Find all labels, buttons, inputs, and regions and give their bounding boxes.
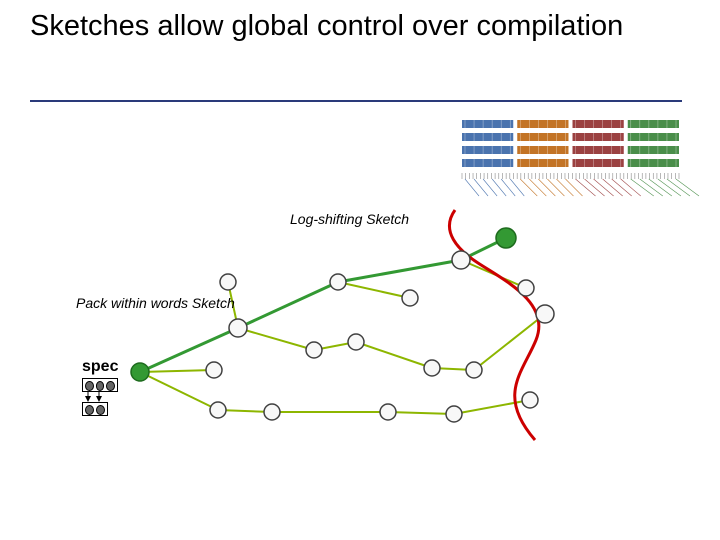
pack-within-words-label: Pack within words Sketch (76, 295, 235, 311)
spec-cell (96, 381, 105, 391)
node-l1f (466, 362, 482, 378)
node-l1c (306, 342, 322, 358)
spec-cell (85, 405, 94, 415)
node-l2d (518, 280, 534, 296)
thumbnail-chart (458, 118, 699, 198)
spec-box-bottom (82, 402, 108, 416)
node-l0s (131, 363, 149, 381)
node-l1e (424, 360, 440, 376)
node-l1b (229, 319, 247, 337)
node-l1d (348, 334, 364, 350)
spec-label: spec (82, 358, 118, 376)
node-l0a (206, 362, 222, 378)
node-l2c (452, 251, 470, 269)
spec-arrows (88, 392, 99, 401)
search-tree-nodes (131, 228, 554, 422)
node-l0f (522, 392, 538, 408)
node-l2b (402, 290, 418, 306)
node-l1a (220, 274, 236, 290)
spec-cell (106, 381, 115, 391)
spec-cell (96, 405, 105, 415)
node-l0b (210, 402, 226, 418)
node-l2a (330, 274, 346, 290)
node-goal (496, 228, 516, 248)
node-l0d (380, 404, 396, 420)
log-shifting-label: Log-shifting Sketch (290, 211, 409, 227)
spec-box-top (82, 378, 118, 392)
spec-cell (85, 381, 94, 391)
node-l0c (264, 404, 280, 420)
node-l0e (446, 406, 462, 422)
diagram-canvas (0, 0, 720, 540)
node-l1g (536, 305, 554, 323)
